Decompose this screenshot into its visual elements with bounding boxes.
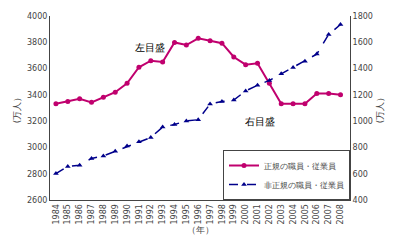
svg-text:(万人）: (万人） (375, 93, 385, 124)
svg-text:2800: 2800 (27, 170, 47, 179)
svg-text:2007: 2007 (324, 204, 333, 224)
svg-text:1996: 1996 (194, 204, 203, 224)
svg-text:(万人）: (万人） (12, 93, 22, 124)
svg-text:3400: 3400 (27, 91, 47, 100)
svg-text:非正規の職員・従業員: 非正規の職員・従業員 (264, 181, 344, 190)
svg-text:600: 600 (353, 170, 368, 179)
svg-text:1994: 1994 (170, 204, 179, 224)
svg-text:2600: 2600 (27, 196, 47, 205)
svg-text:2002: 2002 (265, 204, 274, 224)
svg-text:2000: 2000 (241, 204, 250, 224)
svg-text:1600: 1600 (353, 38, 373, 47)
svg-text:1988: 1988 (99, 204, 108, 224)
svg-text:1984: 1984 (52, 204, 61, 224)
svg-text:1999: 1999 (229, 204, 238, 224)
svg-text:800: 800 (353, 143, 368, 152)
svg-text:右目盛: 右目盛 (245, 116, 275, 127)
svg-text:（年）: （年） (187, 225, 214, 235)
svg-text:1000: 1000 (353, 117, 373, 126)
svg-text:1998: 1998 (218, 204, 227, 224)
svg-text:400: 400 (353, 196, 368, 205)
svg-text:3600: 3600 (27, 64, 47, 73)
svg-text:3800: 3800 (27, 38, 47, 47)
svg-text:1800: 1800 (353, 12, 373, 21)
svg-text:2001: 2001 (253, 204, 262, 224)
svg-text:正規の職員・従業員: 正規の職員・従業員 (264, 162, 336, 171)
svg-text:1990: 1990 (123, 204, 132, 224)
svg-text:1993: 1993 (158, 204, 167, 224)
svg-text:1200: 1200 (353, 91, 373, 100)
svg-text:1989: 1989 (111, 204, 120, 224)
svg-text:1985: 1985 (63, 204, 72, 224)
svg-text:3000: 3000 (27, 143, 47, 152)
svg-text:1400: 1400 (353, 64, 373, 73)
svg-text:左目盛: 左目盛 (135, 42, 165, 53)
svg-text:2003: 2003 (277, 204, 286, 224)
svg-text:4000: 4000 (27, 12, 47, 21)
svg-text:3200: 3200 (27, 117, 47, 126)
svg-text:1991: 1991 (135, 204, 144, 224)
svg-text:2004: 2004 (289, 204, 298, 224)
svg-text:2005: 2005 (301, 204, 310, 224)
svg-text:2006: 2006 (312, 204, 321, 224)
svg-text:1986: 1986 (75, 204, 84, 224)
svg-text:1992: 1992 (146, 204, 155, 224)
svg-text:1987: 1987 (87, 204, 96, 224)
svg-text:1995: 1995 (182, 204, 191, 224)
svg-text:1997: 1997 (206, 204, 215, 224)
svg-text:2008: 2008 (336, 204, 345, 224)
